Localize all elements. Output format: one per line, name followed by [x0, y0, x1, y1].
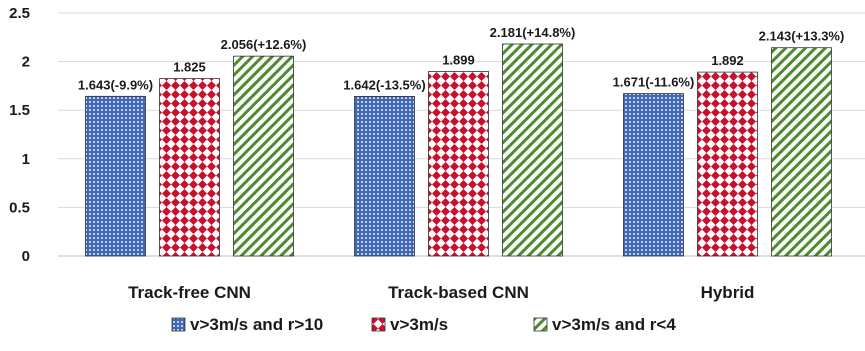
- bar-2-1: [159, 78, 220, 257]
- data-label: 2.056(+12.6%): [221, 37, 307, 52]
- legend-swatch: [171, 317, 186, 332]
- bar-3-1: [233, 55, 294, 257]
- bars: [85, 43, 832, 257]
- bar-2-3: [697, 71, 758, 257]
- bar-1-3: [623, 93, 684, 257]
- y-tick-label: 1: [22, 151, 30, 168]
- legend: v>3m/s and r>10 v>3m/s v>3m/s and r<4: [171, 315, 676, 334]
- y-tick-label: 2.5: [9, 5, 30, 22]
- legend-label: v>3m/s and r>10: [190, 315, 323, 334]
- legend-label: v>3m/s: [390, 315, 448, 334]
- bar-1-2: [354, 95, 415, 257]
- data-labels: 1.643(-9.9%) 1.825 2.056(+12.6%) 1.642(-13.…: [78, 25, 844, 92]
- data-label: 1.825: [173, 60, 206, 75]
- data-label: 1.892: [711, 53, 744, 68]
- legend-label: v>3m/s and r<4: [552, 315, 676, 334]
- bar-3-3: [771, 47, 832, 257]
- x-category-label: Track-based CNN: [388, 283, 529, 302]
- data-label: 1.642(-13.5%): [343, 77, 425, 92]
- bar-3-2: [502, 43, 563, 257]
- x-category-label: Track-free CNN: [128, 283, 251, 302]
- data-label: 2.143(+13.3%): [759, 29, 845, 44]
- legend-swatch: [371, 317, 386, 332]
- x-axis: Track-free CNN Track-based CNN Hybrid: [128, 283, 754, 302]
- y-tick-label: 1.5: [9, 102, 30, 119]
- data-label: 1.643(-9.9%): [78, 77, 153, 92]
- bar-1-1: [85, 95, 146, 257]
- y-axis: 0 0.5 1 1.5 2 2.5: [9, 5, 30, 265]
- y-tick-label: 0: [22, 248, 30, 265]
- data-label: 1.671(-11.6%): [613, 75, 695, 90]
- data-label: 1.899: [442, 52, 475, 67]
- data-label: 2.181(+14.8%): [490, 25, 576, 40]
- legend-swatch: [533, 317, 548, 332]
- bar-2-2: [428, 71, 489, 257]
- y-tick-label: 2: [22, 54, 30, 71]
- y-tick-label: 0.5: [9, 199, 30, 216]
- x-category-label: Hybrid: [701, 283, 755, 302]
